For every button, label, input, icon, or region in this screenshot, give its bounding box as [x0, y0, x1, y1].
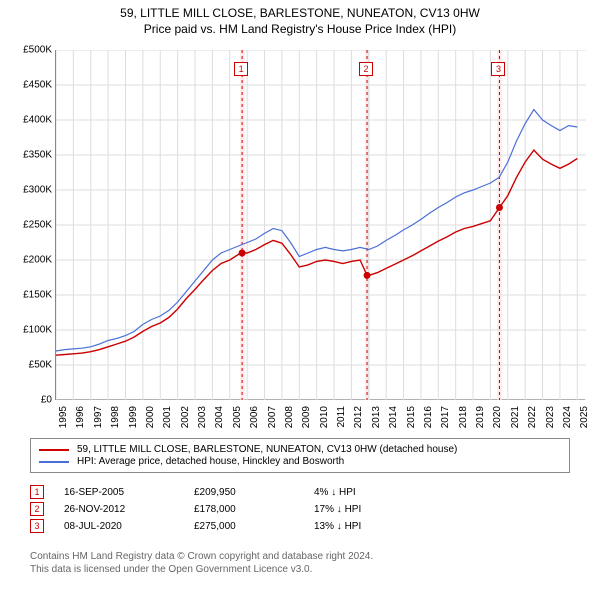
y-axis-label: £200K	[12, 255, 52, 266]
event-row: 2 26-NOV-2012 £178,000 17% ↓ HPI	[30, 502, 570, 516]
legend-box: 59, LITTLE MILL CLOSE, BARLESTONE, NUNEA…	[30, 438, 570, 473]
y-axis-label: £300K	[12, 185, 52, 196]
y-axis-label: £350K	[12, 150, 52, 161]
legend-swatch	[39, 461, 69, 463]
page-subtitle: Price paid vs. HM Land Registry's House …	[0, 22, 600, 36]
event-price: £178,000	[194, 504, 294, 515]
event-pct: 4% ↓ HPI	[314, 487, 464, 498]
y-axis-label: £450K	[12, 80, 52, 91]
event-price: £275,000	[194, 521, 294, 532]
y-axis-label: £250K	[12, 220, 52, 231]
legend-label: HPI: Average price, detached house, Hinc…	[77, 456, 344, 467]
event-marker: 3	[30, 519, 44, 533]
y-axis-label: £100K	[12, 325, 52, 336]
chart-svg	[56, 50, 586, 400]
footer-line: This data is licensed under the Open Gov…	[30, 563, 373, 576]
y-axis-label: £400K	[12, 115, 52, 126]
y-axis-label: £50K	[12, 360, 52, 371]
chart-event-marker: 2	[359, 62, 373, 76]
chart-event-marker: 3	[491, 62, 505, 76]
event-date: 08-JUL-2020	[64, 521, 174, 532]
chart-plot-area	[55, 50, 585, 400]
event-row: 3 08-JUL-2020 £275,000 13% ↓ HPI	[30, 519, 570, 533]
footer-line: Contains HM Land Registry data © Crown c…	[30, 550, 373, 563]
event-marker: 2	[30, 502, 44, 516]
legend-swatch	[39, 449, 69, 451]
page-title: 59, LITTLE MILL CLOSE, BARLESTONE, NUNEA…	[0, 6, 600, 20]
chart-event-marker: 1	[234, 62, 248, 76]
event-date: 26-NOV-2012	[64, 504, 174, 515]
event-date: 16-SEP-2005	[64, 487, 174, 498]
event-price: £209,950	[194, 487, 294, 498]
event-marker: 1	[30, 485, 44, 499]
events-table: 1 16-SEP-2005 £209,950 4% ↓ HPI 2 26-NOV…	[30, 482, 570, 536]
footer-attribution: Contains HM Land Registry data © Crown c…	[30, 550, 373, 576]
y-axis-label: £500K	[12, 45, 52, 56]
event-pct: 17% ↓ HPI	[314, 504, 464, 515]
y-axis-label: £150K	[12, 290, 52, 301]
legend-row: 59, LITTLE MILL CLOSE, BARLESTONE, NUNEA…	[39, 444, 561, 455]
event-pct: 13% ↓ HPI	[314, 521, 464, 532]
y-axis-label: £0	[12, 395, 52, 406]
x-axis-label: 2025	[579, 406, 590, 446]
legend-label: 59, LITTLE MILL CLOSE, BARLESTONE, NUNEA…	[77, 444, 457, 455]
event-row: 1 16-SEP-2005 £209,950 4% ↓ HPI	[30, 485, 570, 499]
legend-row: HPI: Average price, detached house, Hinc…	[39, 456, 561, 467]
